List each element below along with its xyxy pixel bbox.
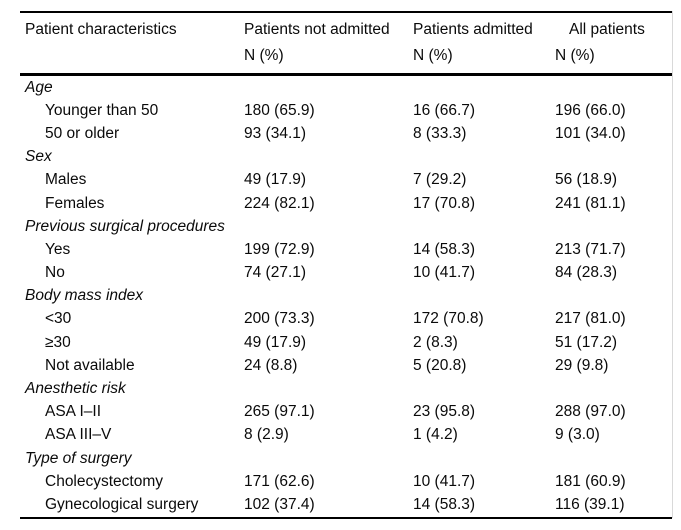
patient-characteristics-table: Patient characteristics Patients not adm… [20, 11, 672, 519]
section-row-sex: Sex [20, 146, 672, 169]
row-label: Males [45, 171, 87, 189]
row-label: Cholecystectomy [45, 472, 164, 490]
cell-value: 213 (71.7) [555, 240, 626, 258]
header-patients-not-admitted: Patients not admitted [244, 21, 390, 38]
row-label: ASA III–V [45, 426, 112, 444]
table-row: 50 or older 93 (34.1) 8 (33.3) 101 (34.0… [20, 122, 672, 145]
section-row-anesthetic-risk: Anesthetic risk [20, 377, 672, 400]
cell-value: 288 (97.0) [555, 403, 626, 421]
section-label: Type of surgery [25, 449, 132, 467]
table-row: ASA III–V 8 (2.9) 1 (4.2) 9 (3.0) [20, 424, 672, 447]
table-row: Younger than 50 180 (65.9) 16 (66.7) 196… [20, 99, 672, 122]
section-label: Sex [25, 148, 52, 166]
table-row: ≥30 49 (17.9) 2 (8.3) 51 (17.2) [20, 331, 672, 354]
subheader-row: N (%) N (%) N (%) [20, 43, 672, 69]
row-label: ≥30 [45, 333, 71, 351]
cell-value: 101 (34.0) [555, 124, 626, 142]
row-label: Females [45, 194, 105, 212]
row-label: Younger than 50 [45, 101, 159, 119]
page-edge-divider [672, 11, 673, 518]
row-label: Yes [45, 240, 71, 258]
cell-value: 17 (70.8) [413, 194, 476, 212]
cell-value: 10 (41.7) [413, 472, 476, 490]
cell-value: 8 (33.3) [413, 124, 467, 142]
subheader-n-pct-3: N (%) [555, 47, 595, 64]
header-all-patients: All patients [555, 21, 672, 39]
cell-value: 10 (41.7) [413, 264, 476, 282]
cell-value: 172 (70.8) [413, 310, 484, 328]
table-body: Age Younger than 50 180 (65.9) 16 (66.7)… [20, 76, 672, 517]
cell-value: 217 (81.0) [555, 310, 626, 328]
section-label: Body mass index [25, 287, 144, 305]
row-label: ASA I–II [45, 403, 102, 421]
cell-value: 102 (37.4) [244, 495, 315, 513]
cell-value: 23 (95.8) [413, 403, 476, 421]
subheader-n-pct-1: N (%) [244, 47, 284, 64]
header-patient-characteristics: Patient characteristics [25, 21, 177, 38]
cell-value: 1 (4.2) [413, 426, 458, 444]
cell-value: 93 (34.1) [244, 124, 307, 142]
row-label: Gynecological surgery [45, 495, 199, 513]
cell-value: 241 (81.1) [555, 194, 626, 212]
table-header: Patient characteristics Patients not adm… [20, 13, 672, 76]
section-label: Age [25, 78, 53, 96]
cell-value: 56 (18.9) [555, 171, 618, 189]
cell-value: 14 (58.3) [413, 495, 476, 513]
table-row: Gynecological surgery 102 (37.4) 14 (58.… [20, 493, 672, 516]
cell-value: 49 (17.9) [244, 171, 307, 189]
table-row: Cholecystectomy 171 (62.6) 10 (41.7) 181… [20, 470, 672, 493]
cell-value: 5 (20.8) [413, 356, 467, 374]
cell-value: 171 (62.6) [244, 472, 315, 490]
header-row: Patient characteristics Patients not adm… [20, 17, 672, 43]
cell-value: 29 (9.8) [555, 356, 609, 374]
section-row-previous-surgical-procedures: Previous surgical procedures [20, 215, 672, 238]
row-label: No [45, 264, 65, 282]
row-label: <30 [45, 310, 72, 328]
cell-value: 265 (97.1) [244, 403, 315, 421]
section-label: Previous surgical procedures [25, 217, 225, 235]
row-label: Not available [45, 356, 135, 374]
table-row: Not available 24 (8.8) 5 (20.8) 29 (9.8) [20, 354, 672, 377]
table-row: Yes 199 (72.9) 14 (58.3) 213 (71.7) [20, 238, 672, 261]
cell-value: 200 (73.3) [244, 310, 315, 328]
cell-value: 49 (17.9) [244, 333, 307, 351]
cell-value: 224 (82.1) [244, 194, 315, 212]
cell-value: 116 (39.1) [555, 495, 625, 513]
cell-value: 196 (66.0) [555, 101, 626, 119]
cell-value: 16 (66.7) [413, 101, 476, 119]
section-row-body-mass-index: Body mass index [20, 285, 672, 308]
table-row: Males 49 (17.9) 7 (29.2) 56 (18.9) [20, 169, 672, 192]
cell-value: 74 (27.1) [244, 264, 307, 282]
cell-value: 9 (3.0) [555, 426, 600, 444]
cell-value: 8 (2.9) [244, 426, 289, 444]
header-patients-admitted: Patients admitted [413, 21, 533, 38]
section-row-age: Age [20, 76, 672, 99]
cell-value: 199 (72.9) [244, 240, 315, 258]
cell-value: 51 (17.2) [555, 333, 618, 351]
subheader-n-pct-2: N (%) [413, 47, 453, 64]
cell-value: 181 (60.9) [555, 472, 626, 490]
cell-value: 2 (8.3) [413, 333, 458, 351]
cell-value: 7 (29.2) [413, 171, 467, 189]
table-row: <30 200 (73.3) 172 (70.8) 217 (81.0) [20, 308, 672, 331]
table-row: ASA I–II 265 (97.1) 23 (95.8) 288 (97.0) [20, 401, 672, 424]
cell-value: 180 (65.9) [244, 101, 315, 119]
table-row: Females 224 (82.1) 17 (70.8) 241 (81.1) [20, 192, 672, 215]
cell-value: 84 (28.3) [555, 264, 618, 282]
row-label: 50 or older [45, 124, 120, 142]
section-label: Anesthetic risk [25, 380, 126, 398]
cell-value: 24 (8.8) [244, 356, 298, 374]
cell-value: 14 (58.3) [413, 240, 476, 258]
table-row: No 74 (27.1) 10 (41.7) 84 (28.3) [20, 262, 672, 285]
section-row-type-of-surgery: Type of surgery [20, 447, 672, 470]
header-all-patients-label: All patients [569, 21, 645, 38]
